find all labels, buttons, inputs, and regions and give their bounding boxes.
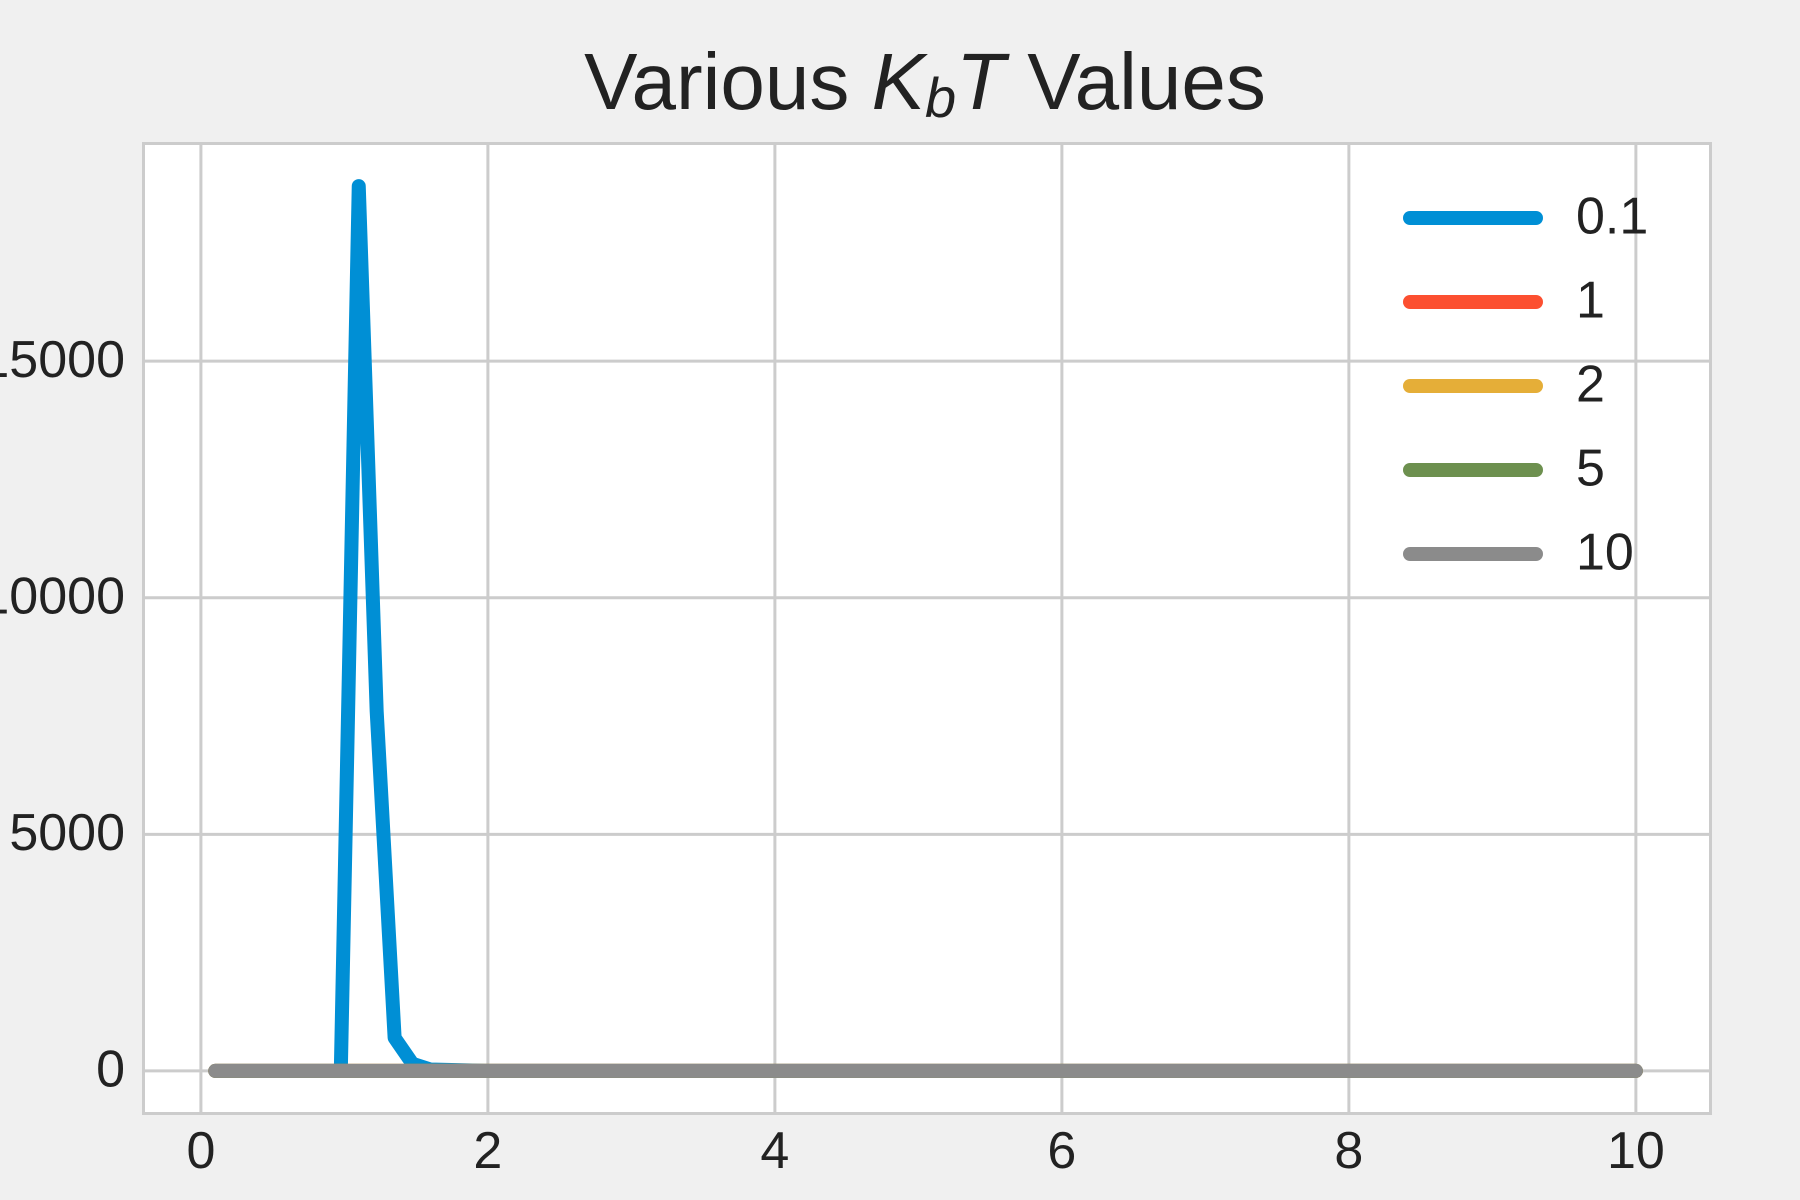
x-tick-label: 10 [1607, 1122, 1665, 1180]
x-tick-label: 6 [1047, 1122, 1076, 1180]
title-text: Values [1005, 37, 1266, 126]
y-tick-label: 0 [96, 1041, 125, 1099]
plot-frame [142, 142, 1712, 1115]
x-tick-label: 0 [186, 1122, 215, 1180]
y-tick-label: 5000 [9, 804, 125, 862]
legend-label: 5 [1576, 440, 1605, 498]
y-tick-label: 15000 [0, 331, 125, 389]
legend-label: 0.1 [1576, 188, 1648, 246]
legend: 0.1 1 2 5 10 [1403, 188, 1648, 582]
title-math: b [925, 66, 956, 129]
title-math: T [956, 37, 1010, 126]
x-tick-label: 2 [473, 1122, 502, 1180]
title-text: Various [584, 37, 872, 126]
legend-label: 10 [1576, 524, 1634, 582]
lines [208, 179, 1643, 1078]
title-math: K [872, 37, 929, 126]
x-tick-label: 8 [1334, 1122, 1363, 1180]
legend-label: 2 [1576, 356, 1605, 414]
grid [143, 143, 1711, 1114]
legend-label: 1 [1576, 272, 1605, 330]
chart-title: Various KbT Values [584, 37, 1266, 129]
x-tick-label: 4 [760, 1122, 789, 1180]
y-tick-label: 10000 [0, 567, 125, 625]
